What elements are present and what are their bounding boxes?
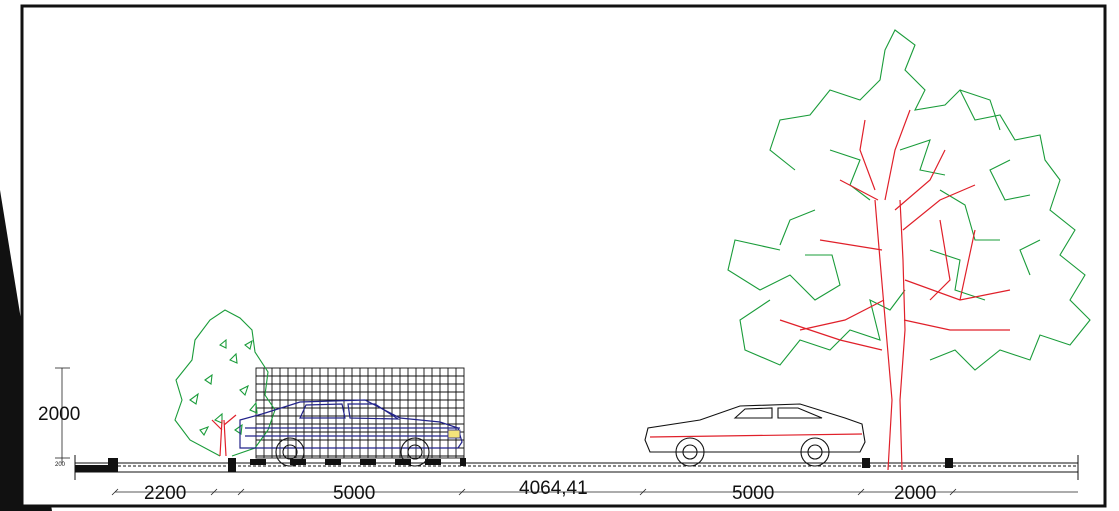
coupe-car <box>644 403 866 467</box>
small-dimension-label: 200 <box>55 462 66 468</box>
dimension-label-1: 2200 <box>144 483 186 504</box>
sedan-car <box>239 399 463 467</box>
road-section <box>74 455 1079 480</box>
small-tree <box>174 309 276 457</box>
drawing-frame <box>20 4 1107 508</box>
height-dimension: 2000 200 <box>38 367 80 468</box>
dimension-label-3: 4064,41 <box>519 478 588 499</box>
bottom-dimension-chain: 2200 5000 4064,41 5000 2000 <box>111 478 1078 504</box>
dimension-label-4: 5000 <box>732 483 774 504</box>
large-tree <box>727 29 1091 471</box>
height-dimension-label: 2000 <box>38 404 80 425</box>
dimension-label-2: 5000 <box>333 483 375 504</box>
dimension-label-5: 2000 <box>894 483 936 504</box>
fence <box>255 367 465 459</box>
